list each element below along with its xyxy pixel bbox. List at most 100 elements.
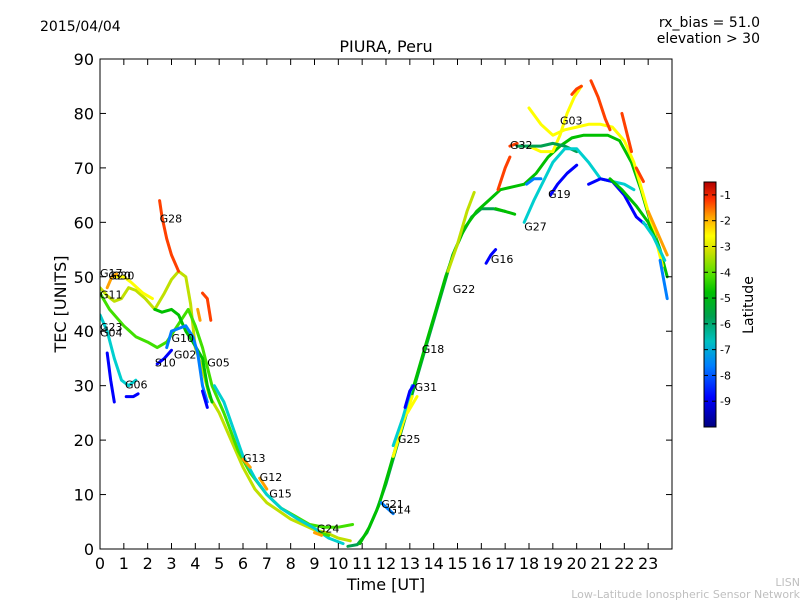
tec-track bbox=[484, 248, 498, 265]
x-tick-label: 6 bbox=[238, 554, 248, 573]
tec-track bbox=[405, 395, 419, 415]
y-tick-label: 30 bbox=[74, 377, 94, 396]
y-tick-label: 10 bbox=[74, 486, 94, 505]
x-tick-label: 14 bbox=[423, 554, 443, 573]
tec-track bbox=[100, 313, 138, 388]
y-tick-label: 90 bbox=[74, 50, 94, 69]
x-tick-label: 16 bbox=[471, 554, 491, 573]
x-tick-label: 20 bbox=[566, 554, 586, 573]
x-tick-label: 3 bbox=[166, 554, 176, 573]
series-layer bbox=[100, 79, 669, 548]
tec-track bbox=[641, 220, 667, 262]
satellite-label: G13 bbox=[243, 452, 266, 465]
footer-lisn: LISN bbox=[775, 576, 800, 589]
x-tick-label: 15 bbox=[447, 554, 467, 573]
satellite-label: G18 bbox=[422, 343, 445, 356]
colorbar-tick-label: -8 bbox=[720, 369, 731, 382]
colorbar-tick-label: -6 bbox=[720, 318, 731, 331]
chart-title: PIURA, Peru bbox=[339, 37, 432, 56]
tec-track bbox=[105, 272, 119, 290]
tec-track bbox=[105, 351, 116, 404]
tec-track bbox=[646, 209, 669, 257]
y-tick-label: 40 bbox=[74, 322, 94, 341]
satellite-label: G22 bbox=[453, 283, 476, 296]
satellite-label: G04 bbox=[100, 327, 123, 340]
x-tick-label: 19 bbox=[543, 554, 563, 573]
tec-track bbox=[527, 84, 583, 154]
tec-track bbox=[391, 395, 414, 458]
x-tick-label: 18 bbox=[519, 554, 539, 573]
elevation-label: elevation > 30 bbox=[657, 31, 760, 47]
satellite-label: G21 bbox=[381, 498, 404, 511]
colorbar-label: Latitude bbox=[741, 276, 757, 334]
satellite-label: G31 bbox=[415, 381, 438, 394]
tec-track bbox=[494, 207, 517, 216]
tec-track bbox=[508, 141, 519, 148]
satellite-label: G19 bbox=[548, 188, 571, 201]
satellite-label: G10 bbox=[172, 332, 195, 345]
tec-track bbox=[196, 307, 202, 322]
x-tick-label: 5 bbox=[214, 554, 224, 573]
colorbar-ticks: -1 -2 -3 -4 -5 -6 -7 -8 -9 bbox=[704, 189, 731, 408]
tec-track bbox=[658, 258, 669, 301]
x-tick-label: 12 bbox=[376, 554, 396, 573]
x-tick-label: 9 bbox=[309, 554, 319, 573]
satellite-label: G24 bbox=[317, 523, 340, 536]
tec-track bbox=[608, 177, 660, 246]
y-tick-label: 70 bbox=[74, 159, 94, 178]
tec-track bbox=[317, 531, 331, 537]
colorbar-tick-label: -3 bbox=[720, 240, 731, 253]
x-tick-label: 10 bbox=[328, 554, 348, 573]
tec-track bbox=[496, 155, 512, 192]
satellite-label: G11 bbox=[100, 289, 123, 302]
y-axis: 0 10 20 30 40 50 60 70 80 90 bbox=[74, 50, 672, 559]
tec-track bbox=[403, 384, 415, 409]
x-tick-label: 21 bbox=[590, 554, 610, 573]
x-tick-label: 1 bbox=[119, 554, 129, 573]
tec-track bbox=[446, 190, 476, 273]
satellite-label: G05 bbox=[207, 357, 230, 370]
colorbar-tick-label: -2 bbox=[720, 215, 731, 228]
date-label: 2015/04/04 bbox=[40, 19, 121, 35]
colorbar-tick-label: -4 bbox=[720, 266, 731, 279]
tec-track bbox=[258, 476, 269, 491]
x-tick-label: 13 bbox=[400, 554, 420, 573]
satellite-label: G27 bbox=[524, 221, 547, 234]
y-tick-label: 0 bbox=[84, 540, 94, 559]
rx-bias-label: rx_bias = 51.0 bbox=[659, 15, 760, 31]
tec-track bbox=[515, 141, 579, 154]
tec-track bbox=[525, 177, 543, 186]
x-axis-label: Time [UT] bbox=[346, 575, 425, 594]
x-axis: 0 1 2 3 4 5 6 7 8 9 10 11 12 13 14 15 16 17 18 19 20 21 22 23 bbox=[95, 59, 658, 573]
y-axis-label: TEC [UNITS] bbox=[51, 256, 70, 354]
satellite-label: G15 bbox=[269, 487, 292, 500]
tec-track bbox=[620, 111, 633, 154]
x-tick-label: 7 bbox=[262, 554, 272, 573]
x-tick-label: 22 bbox=[614, 554, 634, 573]
tec-track bbox=[155, 348, 173, 366]
tec-track bbox=[124, 392, 140, 399]
y-tick-label: 80 bbox=[74, 104, 94, 123]
x-tick-label: 23 bbox=[638, 554, 658, 573]
colorbar-tick-label: -7 bbox=[720, 344, 731, 357]
colorbar-tick-label: -5 bbox=[720, 292, 731, 305]
satellite-label: G25 bbox=[398, 433, 421, 446]
satellite-label: G20 bbox=[108, 270, 131, 283]
tec-track bbox=[313, 531, 324, 537]
tec-track bbox=[634, 166, 645, 183]
tec-track bbox=[165, 324, 209, 404]
tec-track bbox=[201, 291, 213, 322]
tec-track bbox=[241, 457, 252, 469]
x-tick-label: 0 bbox=[95, 554, 105, 573]
x-tick-label: 8 bbox=[286, 554, 296, 573]
colorbar-tick-label: -9 bbox=[720, 395, 731, 408]
tec-track bbox=[379, 501, 395, 516]
x-tick-label: 11 bbox=[352, 554, 372, 573]
satellite-label: G30 bbox=[112, 270, 135, 283]
tec-track bbox=[589, 79, 612, 132]
tec-track bbox=[570, 84, 583, 96]
y-tick-label: 20 bbox=[74, 431, 94, 450]
tec-track bbox=[527, 106, 664, 268]
satellite-label: G02 bbox=[174, 348, 197, 361]
